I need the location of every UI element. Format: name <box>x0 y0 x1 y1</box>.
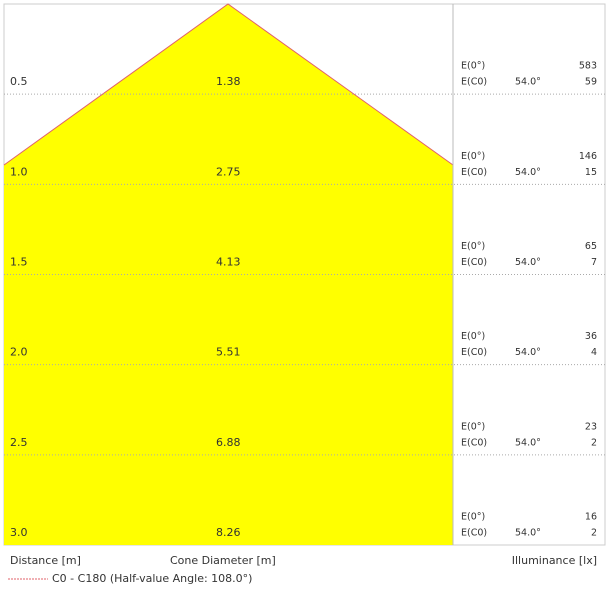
e0-value: 65 <box>585 241 597 252</box>
e0-label: E(0°) <box>461 241 485 252</box>
ec0-value: 2 <box>591 437 597 448</box>
legend-text: C0 - C180 (Half-value Angle: 108.0°) <box>52 572 252 585</box>
cone-edge <box>3 3 454 166</box>
illuminance-label: Illuminance [lx] <box>512 554 597 567</box>
cone-diameter: 4.13 <box>216 256 241 269</box>
e0-label: E(0°) <box>461 512 485 523</box>
ec0-label: E(C0) <box>461 257 487 268</box>
cone-diameter: 2.75 <box>216 165 241 178</box>
diameter-label: Cone Diameter [m] <box>170 554 276 567</box>
ec0-label: E(C0) <box>461 347 487 358</box>
half-angle: 54.0° <box>515 347 541 358</box>
e0-label: E(0°) <box>461 61 485 72</box>
e0-label: E(0°) <box>461 421 485 432</box>
e0-label: E(0°) <box>461 331 485 342</box>
e0-value: 36 <box>585 331 597 342</box>
half-angle: 54.0° <box>515 77 541 88</box>
ec0-label: E(C0) <box>461 167 487 178</box>
half-angle: 54.0° <box>515 437 541 448</box>
ec0-value: 2 <box>591 528 597 539</box>
ec0-value: 7 <box>591 257 597 268</box>
cone-diameter: 5.51 <box>216 346 241 359</box>
distance: 1.5 <box>10 256 28 269</box>
ec0-value: 15 <box>585 167 597 178</box>
ec0-label: E(C0) <box>461 528 487 539</box>
ec0-value: 4 <box>591 347 597 358</box>
distance-label: Distance [m] <box>10 554 81 567</box>
distance: 2.0 <box>10 346 28 359</box>
half-angle: 54.0° <box>515 528 541 539</box>
distance: 1.0 <box>10 165 28 178</box>
ec0-value: 59 <box>585 77 597 88</box>
cone-diameter: 6.88 <box>216 436 241 449</box>
e0-value: 146 <box>579 151 597 162</box>
cone-diameter: 1.38 <box>216 75 241 88</box>
e0-value: 23 <box>585 421 597 432</box>
half-angle: 54.0° <box>515 257 541 268</box>
cone-diameter: 8.26 <box>216 526 241 539</box>
ec0-label: E(C0) <box>461 77 487 88</box>
distance: 2.5 <box>10 436 28 449</box>
light-cone <box>4 4 453 545</box>
distance: 0.5 <box>10 75 28 88</box>
half-angle: 54.0° <box>515 167 541 178</box>
distance: 3.0 <box>10 526 28 539</box>
e0-value: 16 <box>585 512 597 523</box>
e0-value: 583 <box>579 61 597 72</box>
e0-label: E(0°) <box>461 151 485 162</box>
ec0-label: E(C0) <box>461 437 487 448</box>
